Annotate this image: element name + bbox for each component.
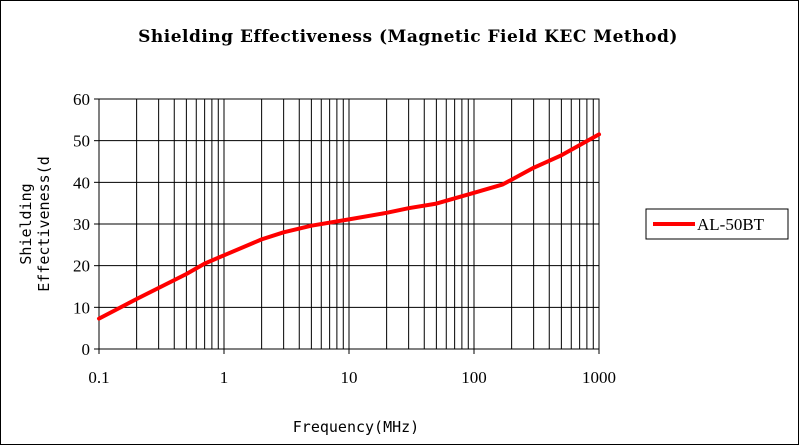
y-tick-label: 0 bbox=[82, 340, 91, 359]
x-tick-label: 1 bbox=[220, 368, 229, 387]
y-axis-label-line2: Effectiveness(d bbox=[35, 156, 53, 291]
grid-lines bbox=[99, 99, 599, 349]
chart-title: Shielding Effectiveness (Magnetic Field … bbox=[138, 27, 678, 47]
x-axis: 0.1 1 10 100 1000 bbox=[88, 349, 616, 387]
legend: AL-50BT bbox=[646, 209, 788, 239]
x-tick-label: 100 bbox=[461, 368, 487, 387]
y-axis: 0 10 20 30 40 50 60 bbox=[73, 90, 99, 359]
y-tick-label: 30 bbox=[73, 215, 90, 234]
y-tick-label: 40 bbox=[73, 173, 90, 192]
legend-label: AL-50BT bbox=[697, 215, 765, 234]
x-tick-label: 1000 bbox=[582, 368, 616, 387]
y-tick-label: 10 bbox=[73, 298, 90, 317]
x-axis-label: Frequency(MHz) bbox=[293, 418, 419, 436]
x-tick-label: 10 bbox=[341, 368, 358, 387]
y-tick-label: 20 bbox=[73, 257, 90, 276]
y-tick-label: 50 bbox=[73, 132, 90, 151]
y-axis-label-line1: Shielding bbox=[17, 183, 35, 264]
x-tick-label: 0.1 bbox=[88, 368, 109, 387]
y-tick-label: 60 bbox=[73, 90, 90, 109]
